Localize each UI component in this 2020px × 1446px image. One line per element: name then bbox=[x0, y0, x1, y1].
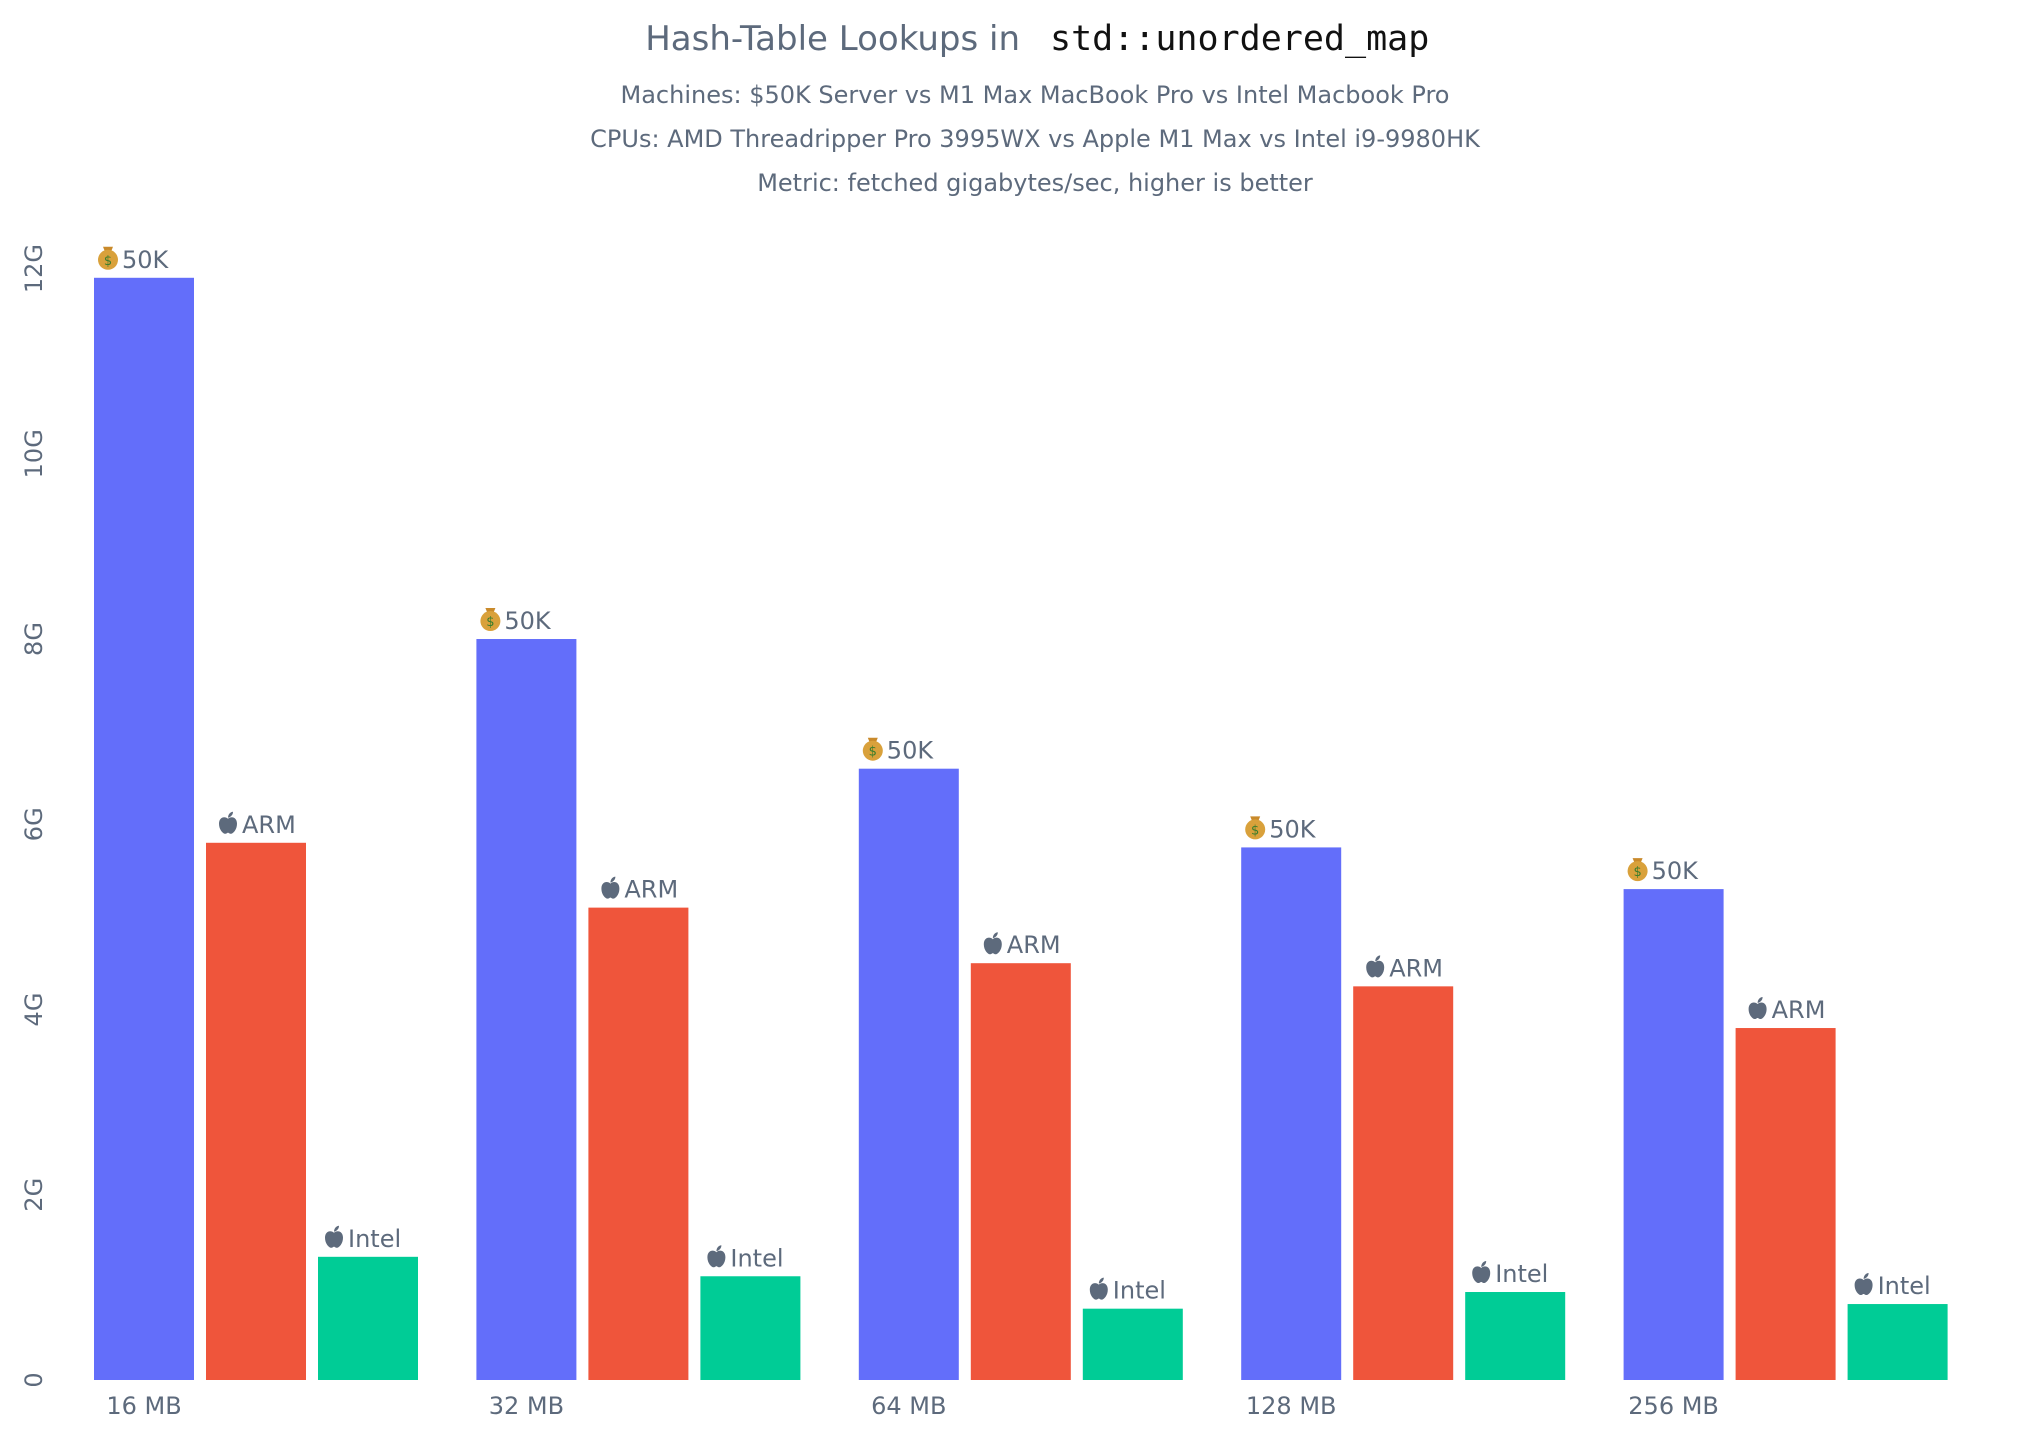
bar-label-text: Intel bbox=[348, 1225, 401, 1253]
bar-label: $50K bbox=[98, 246, 170, 274]
apple-icon bbox=[707, 1245, 726, 1268]
bar bbox=[700, 1276, 801, 1380]
bar-label: ARM bbox=[219, 811, 296, 839]
chart-title-code: std::unordered_map bbox=[1050, 19, 1429, 59]
bar bbox=[94, 277, 194, 1381]
bar-label-text: ARM bbox=[1007, 931, 1061, 959]
bar bbox=[1241, 847, 1342, 1380]
bar bbox=[476, 639, 577, 1380]
bar bbox=[206, 842, 306, 1380]
bar-label-text: Intel bbox=[1878, 1272, 1931, 1300]
apple-icon bbox=[1748, 997, 1767, 1020]
x-axis: 16 MB 32 MB 64 MB 128 MB 256 MB bbox=[106, 1392, 1719, 1420]
apple-icon bbox=[983, 932, 1002, 955]
bar bbox=[1847, 1304, 1948, 1380]
y-tick-label: 0 bbox=[20, 1372, 48, 1387]
apple-icon bbox=[1854, 1273, 1873, 1296]
money-bag-icon: $ bbox=[480, 608, 501, 632]
apple-icon bbox=[325, 1225, 343, 1248]
money-bag-icon: $ bbox=[98, 246, 118, 270]
bar-label: $50K bbox=[480, 607, 552, 635]
chart-title: Hash-Table Lookups in bbox=[645, 19, 1020, 59]
apple-icon bbox=[219, 811, 237, 834]
apple-icon bbox=[601, 876, 620, 899]
bar bbox=[1353, 986, 1454, 1380]
bar bbox=[970, 963, 1071, 1380]
y-tick-label: 2G bbox=[20, 1178, 48, 1212]
x-tick-label: 32 MB bbox=[489, 1392, 564, 1420]
bar-label: Intel bbox=[325, 1225, 401, 1253]
svg-text:$: $ bbox=[1251, 823, 1259, 838]
y-tick-label: 4G bbox=[20, 993, 48, 1027]
y-tick-label: 10G bbox=[20, 429, 48, 478]
bar-label: ARM bbox=[1366, 954, 1443, 982]
bar-label-text: 50K bbox=[504, 607, 552, 635]
bar-label-text: 50K bbox=[887, 737, 935, 765]
bar-label: Intel bbox=[1854, 1272, 1931, 1300]
bar-label: ARM bbox=[601, 876, 678, 904]
bar-label-text: 50K bbox=[122, 246, 170, 274]
bar-label-text: ARM bbox=[1389, 954, 1443, 982]
svg-text:$: $ bbox=[104, 254, 112, 269]
bar-label-text: 50K bbox=[1652, 857, 1700, 885]
bars bbox=[94, 277, 1948, 1381]
bar bbox=[1623, 889, 1724, 1380]
bar-label: $50K bbox=[1245, 815, 1317, 843]
bar-label-text: Intel bbox=[1113, 1277, 1166, 1305]
svg-text:$: $ bbox=[1633, 865, 1641, 880]
bar-labels: $50K ARM Intel $ 50K ARM Intel $ 50K ARM Intel $ 50K… bbox=[98, 246, 1931, 1305]
x-tick-label: 16 MB bbox=[106, 1392, 181, 1420]
bar-label: Intel bbox=[1089, 1277, 1166, 1305]
bar bbox=[318, 1256, 418, 1380]
bar-label-text: ARM bbox=[242, 811, 296, 839]
bar-label: Intel bbox=[1472, 1260, 1548, 1288]
bar bbox=[1465, 1292, 1566, 1380]
bar bbox=[1735, 1028, 1836, 1380]
bar-label: ARM bbox=[1748, 996, 1826, 1024]
svg-text:$: $ bbox=[869, 745, 877, 760]
money-bag-icon: $ bbox=[862, 737, 883, 761]
chart-subtitle-metric: Metric: fetched gigabytes/sec, higher is… bbox=[757, 169, 1313, 197]
chart-subtitle-machines: Machines: $50K Server vs M1 Max MacBook … bbox=[621, 81, 1450, 109]
bar bbox=[858, 768, 959, 1380]
y-tick-label: 12G bbox=[20, 244, 48, 293]
bar-label-text: 50K bbox=[1269, 815, 1317, 843]
x-tick-label: 64 MB bbox=[871, 1392, 946, 1420]
y-tick-label: 8G bbox=[20, 622, 48, 656]
apple-icon bbox=[1472, 1261, 1491, 1284]
x-tick-label: 256 MB bbox=[1628, 1392, 1719, 1420]
bar-label: $50K bbox=[1627, 857, 1700, 885]
bar bbox=[1082, 1308, 1183, 1380]
x-tick-label: 128 MB bbox=[1246, 1392, 1337, 1420]
bar-label-text: ARM bbox=[624, 876, 678, 904]
bar-label: ARM bbox=[983, 931, 1061, 959]
money-bag-icon: $ bbox=[1627, 858, 1648, 882]
bar-label-text: Intel bbox=[730, 1244, 783, 1272]
money-bag-icon: $ bbox=[1245, 816, 1266, 840]
y-axis: 0 2G 4G 6G 8G 10G 12G bbox=[20, 244, 48, 1388]
bar-label-text: ARM bbox=[1772, 996, 1826, 1024]
y-tick-label: 6G bbox=[20, 807, 48, 841]
bar-label-text: Intel bbox=[1495, 1260, 1548, 1288]
bar bbox=[588, 907, 689, 1380]
chart-subtitle-cpus: CPUs: AMD Threadripper Pro 3995WX vs App… bbox=[590, 125, 1481, 153]
bar-label: $50K bbox=[862, 737, 935, 765]
apple-icon bbox=[1366, 955, 1385, 978]
chart-titles: Hash-Table Lookups in std::unordered_map… bbox=[590, 19, 1481, 197]
bar-label: Intel bbox=[707, 1244, 784, 1272]
svg-text:$: $ bbox=[486, 615, 494, 630]
apple-icon bbox=[1089, 1277, 1108, 1300]
